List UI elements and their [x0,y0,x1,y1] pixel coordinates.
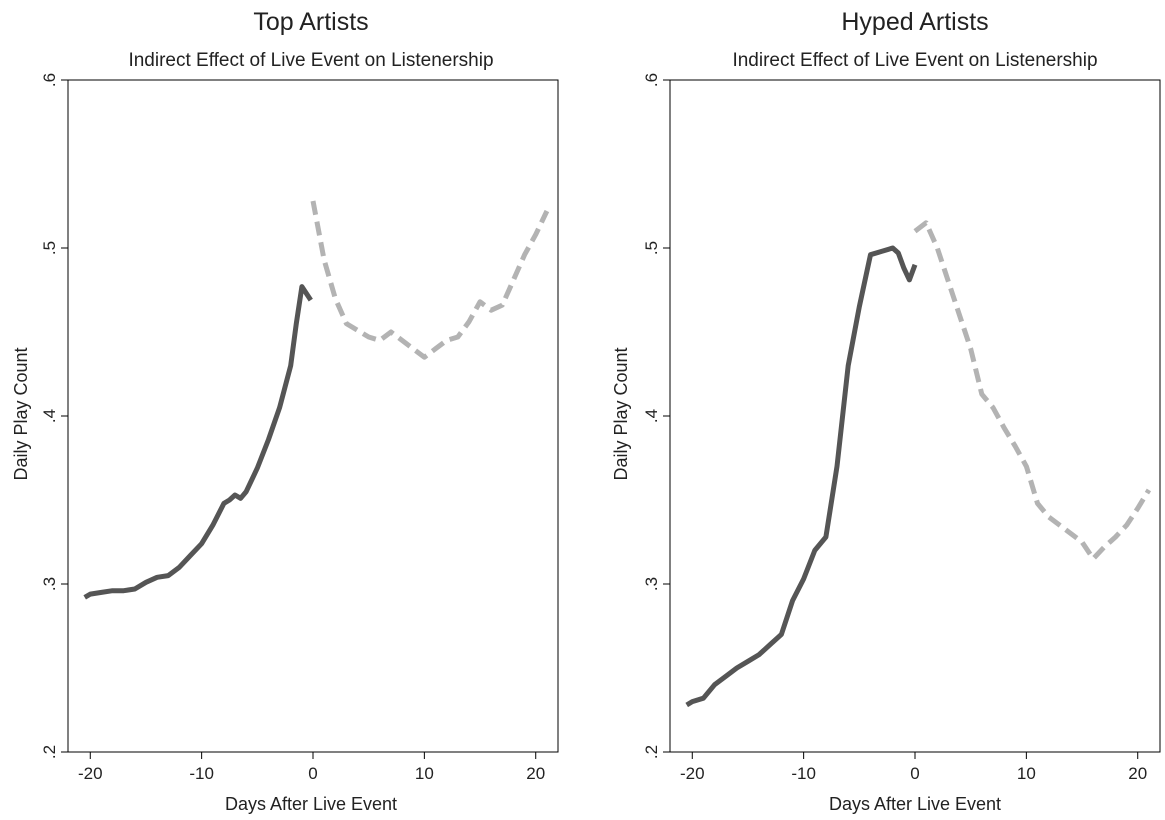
y-tick-label: .6 [40,73,59,87]
x-tick-label: -20 [78,764,103,783]
observed-series-line [83,284,313,600]
chart-title: Top Artists [253,8,368,36]
chart-subtitle: Indirect Effect of Live Event on Listene… [732,50,1097,71]
y-tick-label: .5 [40,241,59,255]
y-tick-label: .5 [642,241,661,255]
y-tick-label: .2 [40,745,59,759]
y-axis-label: Daily Play Count [11,347,31,480]
top-artists-chart-svg: Top Artists Indirect Effect of Live Even… [11,8,559,814]
x-tick-label: 20 [1128,764,1147,783]
y-tick-label: .4 [642,409,661,423]
x-tick-label: 10 [415,764,434,783]
plot-frame [67,79,559,753]
chart-title: Hyped Artists [841,8,988,36]
observed-series-line [685,245,918,708]
x-tick-label: -10 [791,764,816,783]
y-tick-label: .2 [642,745,661,759]
y-tick-label: .4 [40,409,59,423]
top-artists-chart: Top Artists Indirect Effect of Live Even… [0,0,582,820]
predicted-series-line [913,220,1152,562]
x-tick-label: 20 [526,764,545,783]
x-tick-label: 10 [1017,764,1036,783]
x-axis-label: Days After Live Event [225,794,397,814]
predicted-series-line [310,200,550,360]
hyped-artists-chart: Hyped Artists Indirect Effect of Live Ev… [600,0,1165,820]
x-tick-label: 0 [910,764,919,783]
hyped-artists-chart-svg: Hyped Artists Indirect Effect of Live Ev… [611,8,1161,814]
y-tick-label: .3 [40,577,59,591]
y-axis-label: Daily Play Count [611,347,631,480]
x-tick-label: -20 [680,764,705,783]
x-tick-label: 0 [308,764,317,783]
x-axis-label: Days After Live Event [829,794,1001,814]
x-tick-label: -10 [189,764,214,783]
chart-subtitle: Indirect Effect of Live Event on Listene… [128,50,493,71]
y-tick-label: .6 [642,73,661,87]
plot-frame [669,79,1161,753]
y-tick-label: .3 [642,577,661,591]
